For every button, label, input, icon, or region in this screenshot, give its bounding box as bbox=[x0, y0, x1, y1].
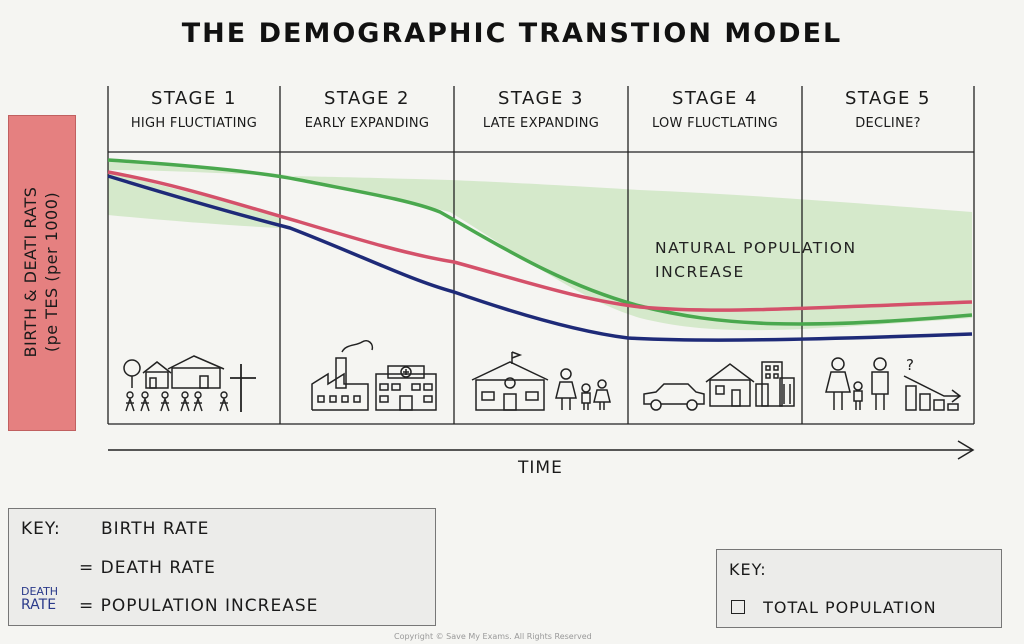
time-axis-label: TIME bbox=[518, 458, 563, 478]
family-icon bbox=[555, 368, 611, 410]
stage-2-name: STAGE 2 bbox=[323, 88, 410, 109]
elderly-family-icon bbox=[825, 357, 889, 410]
key-left-heading: KEY: bbox=[21, 519, 61, 539]
village-houses-icon bbox=[123, 355, 225, 389]
hospital-icon bbox=[375, 365, 437, 411]
children-group-icon bbox=[125, 391, 229, 412]
stage-2-header: STAGE 2 EARLY EXPANDING bbox=[280, 88, 454, 133]
red-rate-line bbox=[107, 170, 973, 312]
stage-5-name: STAGE 5 bbox=[844, 88, 931, 109]
key-left-birth-rate: BIRTH RATE bbox=[101, 519, 210, 539]
natural-increase-label: NATURAL POPULATION INCREASE bbox=[655, 239, 857, 281]
navy-rate-line bbox=[107, 174, 973, 342]
house-icon bbox=[705, 363, 755, 407]
stage-3-name: STAGE 3 bbox=[497, 88, 584, 109]
stage-5-desc: DECLINE? bbox=[855, 116, 921, 131]
page-title: THE DEMOGRAPHIC TRANSTION MODEL bbox=[181, 18, 843, 49]
stage-4-name: STAGE 4 bbox=[671, 88, 758, 109]
stage-1-desc: HIGH FLUCTIATING bbox=[130, 116, 258, 131]
key-right-heading: KEY: bbox=[729, 560, 767, 579]
svg-text:?: ? bbox=[906, 356, 914, 374]
stage-1-header: STAGE 1 HIGH FLUCTIATING bbox=[108, 88, 280, 133]
key-left-death-rate: = DEATH RATE bbox=[79, 558, 216, 578]
cross-icon bbox=[230, 364, 256, 412]
y-axis-label-box bbox=[8, 115, 76, 431]
stage-3-desc: LATE EXPANDING bbox=[482, 116, 600, 131]
total-population-square-icon bbox=[731, 600, 745, 614]
stage-3-header: STAGE 3 LATE EXPANDING bbox=[454, 88, 628, 133]
stage-1-name: STAGE 1 bbox=[150, 88, 237, 109]
copyright-notice: Copyright © Save My Exams. All Rights Re… bbox=[394, 632, 592, 641]
key-right: KEY: TOTAL POPULATION bbox=[716, 549, 1002, 628]
stage-4-desc: LOW FLUCTLATING bbox=[651, 116, 779, 131]
key-left-population-increase: = POPULATION INCREASE bbox=[79, 596, 319, 616]
stage-4-header: STAGE 4 LOW FLUCTLATING bbox=[628, 88, 802, 133]
key-left: KEY: BIRTH RATE = DEATH RATE DEATH RATE … bbox=[8, 508, 436, 626]
school-icon bbox=[471, 351, 549, 411]
stage-2-desc: EARLY EXPANDING bbox=[304, 116, 430, 131]
stage-5-header: STAGE 5 DECLINE? bbox=[802, 88, 974, 133]
key-left-small-legend: DEATH RATE bbox=[21, 585, 59, 613]
time-axis-arrowhead bbox=[957, 440, 975, 460]
green-rate-line bbox=[107, 158, 973, 326]
natural-increase-area bbox=[108, 160, 972, 331]
factory-icon bbox=[311, 339, 374, 411]
declining-bars-icon: ? bbox=[903, 356, 962, 411]
car-icon bbox=[643, 383, 705, 411]
key-right-total-population: TOTAL POPULATION bbox=[731, 598, 937, 617]
city-buildings-icon bbox=[755, 361, 795, 407]
